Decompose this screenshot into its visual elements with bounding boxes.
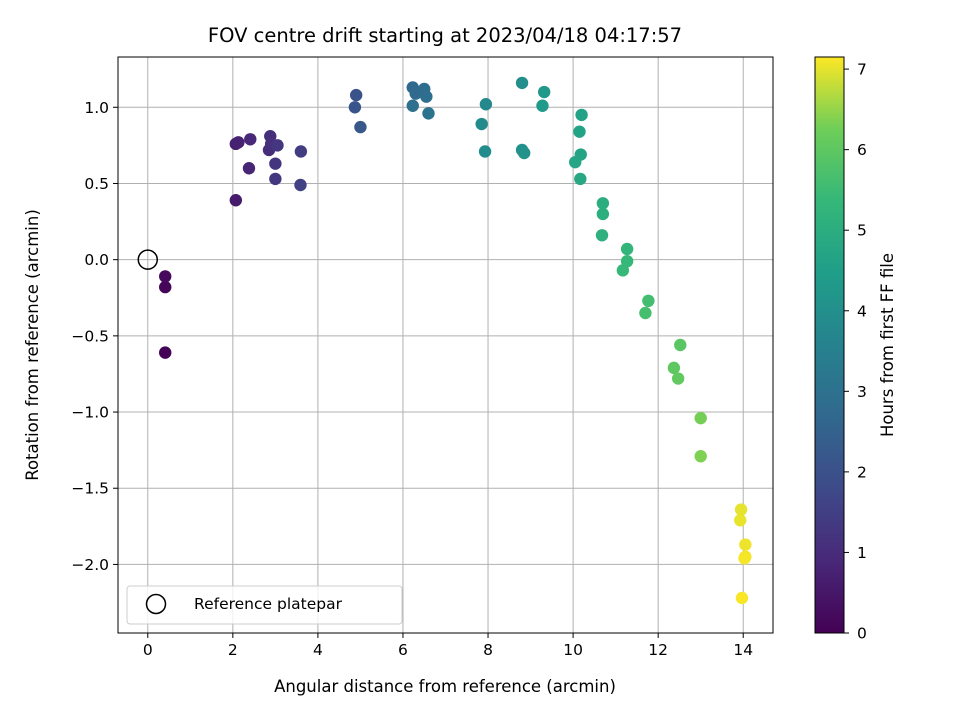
plot-frame xyxy=(117,56,774,634)
data-point xyxy=(739,538,752,551)
legend-entry-reference: Reference platepar xyxy=(194,595,343,613)
y-tick-label: −1.5 xyxy=(71,480,109,498)
colorbar-ticks: 0 1 2 3 4 5 6 7 xyxy=(844,61,867,643)
colorbar-tick-label: 0 xyxy=(857,625,867,643)
data-point xyxy=(232,136,245,149)
data-point xyxy=(479,98,493,111)
colorbar-tick-label: 1 xyxy=(857,544,867,562)
x-tick-label: 14 xyxy=(733,641,753,659)
data-point xyxy=(639,306,652,320)
data-point xyxy=(536,99,549,112)
scatter-points xyxy=(137,76,752,605)
chart-title: FOV centre drift starting at 2023/04/18 … xyxy=(208,24,682,47)
data-point xyxy=(159,346,172,359)
legend: Reference platepar xyxy=(126,585,403,625)
colorbar-label: Hours from first FF file xyxy=(878,253,897,437)
data-point xyxy=(574,172,587,186)
data-point xyxy=(595,229,609,242)
data-point xyxy=(422,107,435,120)
colorbar-tick-label: 6 xyxy=(857,141,867,159)
data-point xyxy=(159,270,172,283)
legend-box xyxy=(126,585,403,625)
grid-lines xyxy=(118,57,773,633)
colorbar-tick-label: 2 xyxy=(857,463,867,481)
y-axis-label: Rotation from reference (arcmin) xyxy=(23,209,42,481)
y-tick-label: −0.5 xyxy=(71,327,109,345)
data-point xyxy=(229,194,243,207)
y-tick-label: −1.0 xyxy=(71,404,109,422)
x-tick-label: 6 xyxy=(398,641,408,659)
colorbar-tick-label: 4 xyxy=(857,302,867,320)
colorbar xyxy=(814,56,845,634)
colorbar-tick-label: 7 xyxy=(857,61,867,79)
data-point xyxy=(569,155,582,169)
y-tick-label: 0.5 xyxy=(84,175,109,193)
data-point xyxy=(596,207,610,221)
data-point xyxy=(349,88,363,102)
data-point xyxy=(642,294,655,308)
data-point xyxy=(159,280,172,294)
data-point xyxy=(348,101,362,114)
data-point xyxy=(537,85,551,99)
y-tick-label: 0.0 xyxy=(84,251,109,269)
data-point xyxy=(694,411,707,425)
x-tick-label: 10 xyxy=(563,641,583,659)
data-point xyxy=(294,178,307,192)
data-point xyxy=(271,139,284,152)
data-point xyxy=(475,117,488,131)
data-point xyxy=(244,133,257,146)
reference-platepar-marker xyxy=(137,249,159,270)
data-point xyxy=(573,125,586,138)
data-point xyxy=(620,242,634,256)
y-tick-label: −2.0 xyxy=(71,556,109,574)
data-point xyxy=(738,552,751,565)
data-point xyxy=(671,372,685,385)
data-point xyxy=(294,145,308,158)
data-point xyxy=(269,157,282,170)
data-point xyxy=(515,76,529,90)
data-point xyxy=(478,145,492,158)
colorbar-tick-label: 3 xyxy=(857,383,867,401)
x-tick-label: 8 xyxy=(483,641,493,659)
data-point xyxy=(242,162,256,175)
data-point xyxy=(596,197,610,210)
data-point xyxy=(735,591,749,605)
y-axis-ticks: 1.0 0.5 0.0 −0.5 −1.0 −1.5 −2.0 xyxy=(71,99,118,574)
data-point xyxy=(575,108,588,122)
data-point xyxy=(667,361,681,375)
x-tick-label: 2 xyxy=(228,641,238,659)
colorbar-tick-label: 5 xyxy=(857,222,867,240)
data-point xyxy=(616,264,630,277)
y-tick-label: 1.0 xyxy=(84,99,109,117)
data-point xyxy=(734,503,748,516)
x-axis-ticks: 0 2 4 6 8 10 12 14 xyxy=(143,633,753,659)
data-point xyxy=(694,450,707,463)
data-point xyxy=(517,146,531,160)
data-point xyxy=(420,90,433,103)
x-tick-label: 12 xyxy=(648,641,668,659)
x-axis-label: Angular distance from reference (arcmin) xyxy=(274,677,616,696)
data-point xyxy=(406,99,419,112)
data-point xyxy=(269,172,282,186)
x-tick-label: 0 xyxy=(143,641,153,659)
legend-reference-marker xyxy=(145,593,167,615)
data-point xyxy=(734,514,747,527)
data-point xyxy=(674,338,687,352)
data-point xyxy=(354,120,367,134)
x-tick-label: 4 xyxy=(313,641,323,659)
